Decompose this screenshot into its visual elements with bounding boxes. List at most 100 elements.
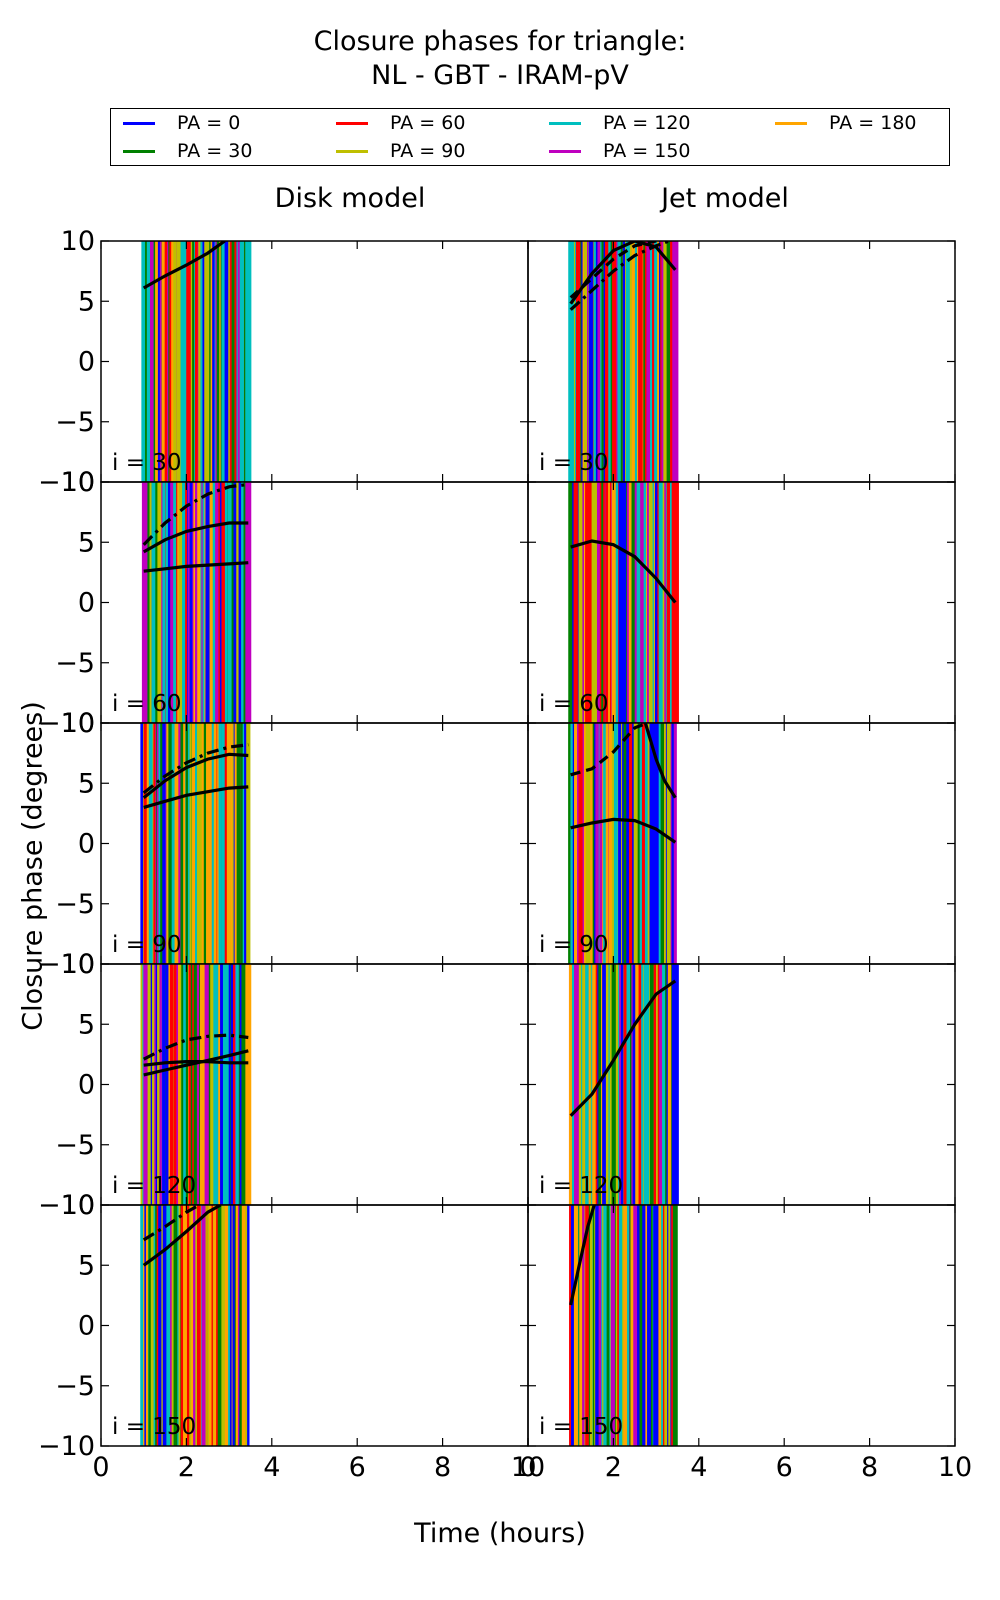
x-tick-label: 2	[605, 1452, 622, 1483]
model-curve	[142, 743, 249, 795]
inclination-label: i = 150	[539, 1414, 623, 1440]
model-curve	[142, 241, 226, 290]
legend-item-pa-180: PA = 180	[775, 112, 917, 134]
legend-swatch	[775, 122, 807, 125]
panel-content	[568, 241, 679, 482]
y-tick-label: −5	[55, 648, 95, 679]
model-curve	[142, 482, 249, 546]
legend-swatch	[123, 122, 155, 125]
inclination-label: i = 90	[112, 932, 182, 958]
legend-label: PA = 90	[390, 140, 466, 162]
chart-title-line-1: Closure phases for triangle:	[313, 26, 687, 57]
model-curve	[143, 561, 249, 573]
y-tick-label: 10	[61, 708, 95, 739]
model-curve	[643, 723, 677, 799]
x-tick-label: 4	[690, 1452, 707, 1483]
inclination-label: i = 60	[539, 691, 609, 717]
model-curve	[570, 817, 677, 844]
model-curve	[569, 1205, 596, 1306]
legend-item-pa-30: PA = 30	[123, 140, 252, 162]
legend-label: PA = 120	[603, 112, 691, 134]
chart-title-line-2: NL - GBT - IRAM-pV	[371, 60, 629, 91]
inclination-label: i = 120	[112, 1173, 196, 1199]
y-tick-label: 10	[61, 949, 95, 980]
y-tick-label: 0	[78, 1070, 95, 1101]
model-curve	[142, 752, 249, 799]
legend-item-pa-120: PA = 120	[549, 112, 691, 134]
y-tick-label: −5	[55, 1371, 95, 1402]
panel-content	[568, 482, 679, 723]
model-curve	[569, 241, 657, 299]
legend-item-pa-0: PA = 0	[123, 112, 240, 134]
panel-content	[141, 241, 252, 482]
legend-item-pa-90: PA = 90	[336, 140, 465, 162]
legend-swatch	[336, 150, 368, 153]
legend: PA = 0 PA = 30 PA = 60 PA = 90 PA = 120 …	[110, 108, 950, 166]
panel-content	[140, 723, 251, 964]
y-tick-label: 10	[61, 467, 95, 498]
y-tick-label: 5	[78, 1009, 95, 1040]
inclination-label: i = 150	[112, 1414, 196, 1440]
column-title-disk: Disk model	[274, 183, 426, 214]
y-tick-label: −10	[38, 1190, 95, 1221]
y-tick-label: 10	[61, 1190, 95, 1221]
legend-swatch	[549, 150, 581, 153]
y-tick-label: −5	[55, 407, 95, 438]
x-tick-label: 6	[776, 1452, 793, 1483]
y-tick-label: −10	[38, 949, 95, 980]
inclination-label: i = 30	[112, 450, 182, 476]
y-tick-label: −10	[38, 467, 95, 498]
y-tick-label: 0	[78, 588, 95, 619]
model-curve	[142, 1205, 222, 1267]
model-curve	[569, 979, 677, 1117]
legend-swatch	[123, 150, 155, 153]
inclination-label: i = 30	[539, 450, 609, 476]
y-tick-label: 0	[78, 347, 95, 378]
model-curve	[569, 241, 670, 311]
x-tick-label: 0	[92, 1452, 109, 1483]
legend-label: PA = 0	[177, 112, 241, 134]
panel-content	[140, 964, 252, 1205]
legend-label: PA = 60	[390, 112, 466, 134]
y-tick-label: 5	[78, 768, 95, 799]
model-curve	[143, 785, 249, 809]
panel-content	[568, 964, 679, 1205]
x-tick-label: 0	[519, 1452, 536, 1483]
inclination-label: i = 120	[539, 1173, 623, 1199]
x-tick-label: 4	[263, 1452, 280, 1483]
x-tick-label: 10	[938, 1452, 972, 1483]
x-tick-label: 8	[861, 1452, 878, 1483]
x-axis-label: Time (hours)	[414, 1518, 586, 1549]
legend-label: PA = 180	[829, 112, 917, 134]
y-tick-label: 10	[61, 226, 95, 257]
legend-swatch	[549, 122, 581, 125]
x-tick-label: 10	[511, 1452, 545, 1483]
y-tick-label: −5	[55, 889, 95, 920]
legend-label: PA = 30	[177, 140, 253, 162]
x-tick-label: 8	[434, 1452, 451, 1483]
legend-label: PA = 150	[603, 140, 691, 162]
y-tick-label: 5	[78, 527, 95, 558]
y-axis-label: Closure phase (degrees)	[17, 701, 49, 1031]
y-tick-label: 5	[78, 1250, 95, 1281]
legend-item-pa-60: PA = 60	[336, 112, 465, 134]
x-tick-label: 6	[349, 1452, 366, 1483]
inclination-label: i = 60	[112, 691, 182, 717]
y-tick-label: −10	[38, 1431, 95, 1462]
model-curve	[570, 723, 649, 777]
y-tick-label: −5	[55, 1130, 95, 1161]
model-curve	[142, 1033, 249, 1061]
panel-content	[569, 1205, 678, 1446]
y-tick-label: 0	[78, 1311, 95, 1342]
panel-content	[568, 723, 677, 964]
model-curve	[142, 521, 249, 554]
legend-swatch	[336, 122, 368, 125]
column-title-jet: Jet model	[661, 183, 789, 214]
model-curve	[570, 539, 677, 604]
model-curve	[143, 1060, 249, 1067]
y-tick-label: −10	[38, 708, 95, 739]
model-curve	[569, 241, 677, 305]
panel-content	[141, 482, 252, 723]
inclination-label: i = 90	[539, 932, 609, 958]
